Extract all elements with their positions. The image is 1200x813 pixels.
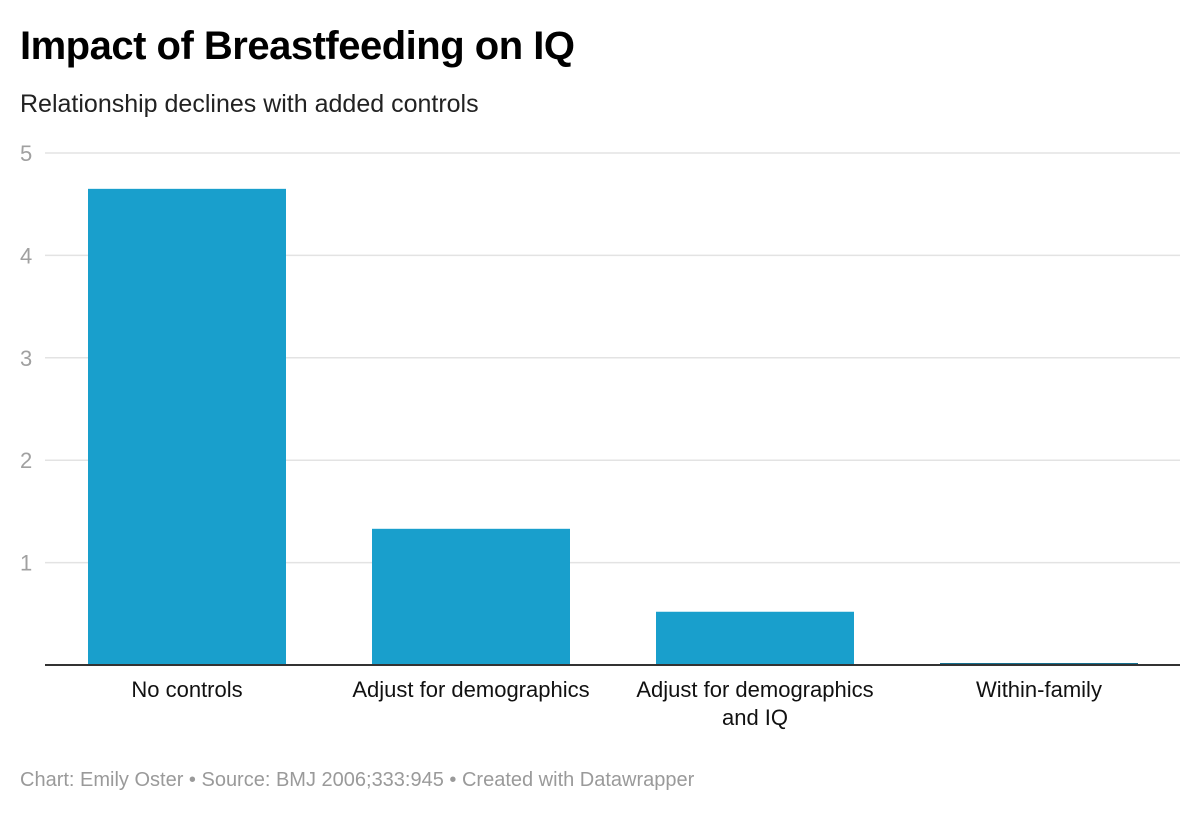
y-tick-label: 1: [20, 551, 32, 576]
bar: [88, 188, 286, 665]
x-category-label: Within-family: [976, 677, 1102, 702]
x-category-label: Adjust for demographics: [352, 677, 589, 702]
y-tick-label: 4: [20, 243, 32, 268]
x-category-label: Adjust for demographics: [636, 677, 873, 702]
y-tick-label: 2: [20, 448, 32, 473]
bars: [88, 188, 1138, 665]
chart-title: Impact of Breastfeeding on IQ: [20, 24, 575, 68]
x-axis: No controls Adjust for demographics Adjust…: [45, 664, 1180, 730]
x-category-label: No controls: [131, 677, 242, 702]
bar: [656, 611, 854, 665]
chart-subtitle: Relationship declines with added control…: [20, 90, 479, 118]
chart-footer: Chart: Emily Oster • Source: BMJ 2006;33…: [20, 769, 695, 791]
y-tick-label: 5: [20, 141, 32, 166]
y-tick-label: 3: [20, 346, 32, 371]
bar: [372, 528, 570, 665]
x-category-label: and IQ: [722, 705, 788, 730]
